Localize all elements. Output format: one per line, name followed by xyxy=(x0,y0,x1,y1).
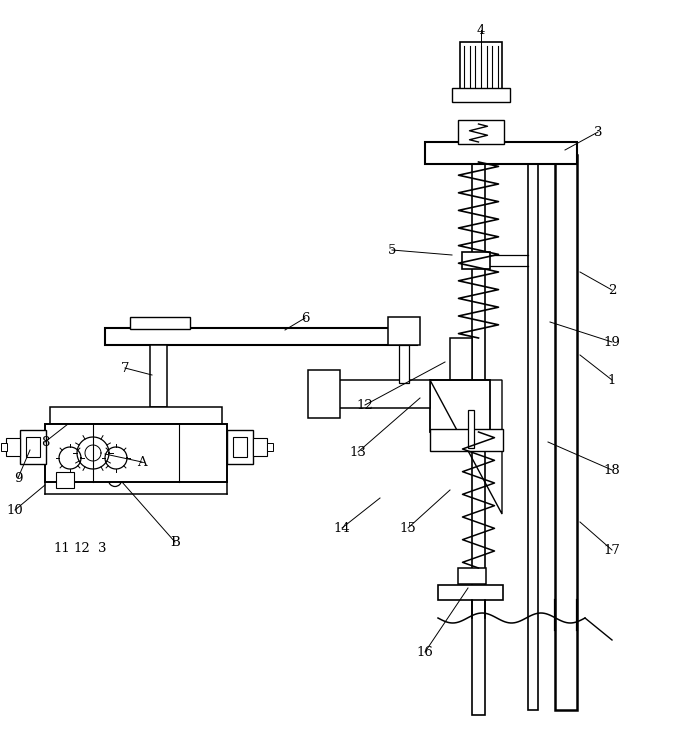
Text: A: A xyxy=(137,456,147,468)
Bar xyxy=(105,328,417,345)
Bar xyxy=(430,429,503,451)
Text: 11: 11 xyxy=(54,542,70,554)
Text: 8: 8 xyxy=(41,435,49,448)
Text: 15: 15 xyxy=(400,521,416,534)
Bar xyxy=(26,437,40,457)
Bar xyxy=(472,130,485,715)
Text: 19: 19 xyxy=(603,335,621,349)
Bar xyxy=(458,120,504,144)
Text: 13: 13 xyxy=(350,446,367,459)
Text: 7: 7 xyxy=(121,362,129,374)
Bar xyxy=(6,438,20,456)
Bar xyxy=(452,88,510,102)
Bar xyxy=(267,443,273,451)
Bar xyxy=(468,410,474,448)
Text: 3: 3 xyxy=(594,126,602,139)
Text: 1: 1 xyxy=(608,374,616,387)
Bar xyxy=(388,317,420,345)
Bar xyxy=(253,438,267,456)
Text: 18: 18 xyxy=(603,463,621,476)
Bar xyxy=(130,317,190,329)
Text: 12: 12 xyxy=(356,399,374,412)
Bar xyxy=(425,142,577,164)
Text: 16: 16 xyxy=(416,645,433,658)
Bar xyxy=(458,568,486,584)
Bar xyxy=(233,437,247,457)
Text: 2: 2 xyxy=(608,283,616,297)
Text: 10: 10 xyxy=(7,504,23,517)
Bar xyxy=(56,472,74,488)
Text: 4: 4 xyxy=(477,23,485,37)
Text: 6: 6 xyxy=(301,311,309,324)
Bar xyxy=(45,424,227,482)
Bar xyxy=(438,585,503,600)
Bar xyxy=(462,252,490,269)
Bar xyxy=(150,345,167,407)
Bar xyxy=(318,380,430,408)
Bar xyxy=(50,407,222,424)
Text: 12: 12 xyxy=(74,542,90,554)
Bar xyxy=(528,155,538,710)
Text: 14: 14 xyxy=(334,521,350,534)
Bar xyxy=(460,42,502,94)
Bar xyxy=(430,380,490,432)
Text: 5: 5 xyxy=(388,244,396,256)
Bar xyxy=(450,338,472,382)
Text: 9: 9 xyxy=(14,471,22,484)
Bar xyxy=(555,155,577,710)
Bar xyxy=(399,345,409,383)
Bar xyxy=(20,430,46,464)
Text: 17: 17 xyxy=(603,543,621,556)
Bar xyxy=(308,370,340,418)
Bar xyxy=(1,443,7,451)
Text: B: B xyxy=(170,536,180,548)
Bar xyxy=(227,430,253,464)
Text: 3: 3 xyxy=(98,542,106,554)
